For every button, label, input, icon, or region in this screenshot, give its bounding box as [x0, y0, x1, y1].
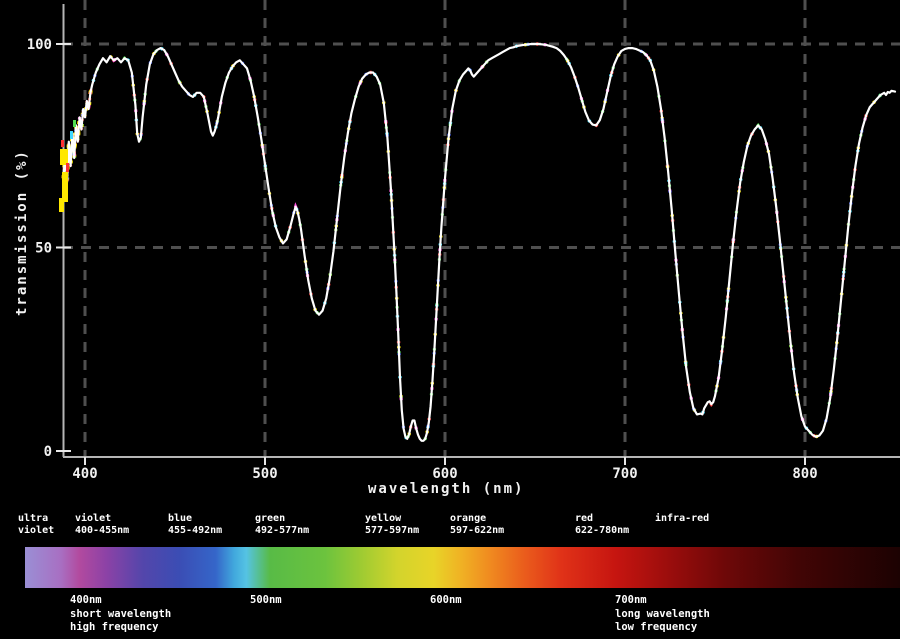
x-axis-title: wavelength (nm) — [368, 481, 525, 497]
curve-chromatic-noise — [61, 42, 896, 443]
wavelength-label-500nm: 500nm — [250, 594, 282, 606]
x-tick-label: 800 — [792, 466, 817, 482]
noise-blob — [59, 198, 64, 212]
curve-chromatic-noise — [61, 42, 896, 443]
wavelength-label-700nm: 700nm long wavelength low frequency — [615, 594, 710, 633]
noise-blob — [66, 163, 69, 172]
x-tick-label: 400 — [72, 466, 97, 482]
noise-blob — [70, 131, 73, 139]
band-label-blue: blue 455-492nm — [168, 513, 223, 536]
wavelength-label-400nm: 400nm short wavelength high frequency — [70, 594, 172, 633]
visible-spectrum-gradient-bar — [25, 547, 900, 588]
band-label-yellow: yellow 577-597nm — [365, 513, 420, 536]
noise-blob — [73, 120, 76, 127]
curve-chromatic-noise — [61, 42, 896, 443]
x-tick-label: 600 — [432, 466, 457, 482]
band-label-red: red 622-780nm — [575, 513, 630, 536]
noise-blob — [60, 149, 68, 165]
y-axis-title: transmission (%) — [14, 149, 30, 316]
curve-chromatic-noise — [61, 42, 896, 443]
band-label-green: green 492-577nm — [255, 513, 310, 536]
y-tick-label: 0 — [44, 444, 52, 460]
curve-chromatic-noise — [61, 42, 896, 443]
y-tick-label: 100 — [27, 37, 52, 53]
curve-chromatic-noise — [61, 42, 896, 443]
band-label-infra-red: infra-red — [655, 513, 710, 524]
band-label-ultra: ultra violet — [18, 513, 55, 536]
x-tick-label: 700 — [612, 466, 637, 482]
band-label-violet: violet 400-455nm — [75, 513, 130, 536]
band-label-orange: orange 597-622nm — [450, 513, 505, 536]
wavelength-label-600nm: 600nm — [430, 594, 462, 606]
noise-blob — [62, 172, 68, 202]
transmission-curve — [62, 42, 897, 442]
noise-blob — [61, 140, 64, 147]
y-tick-label: 50 — [35, 241, 52, 257]
x-tick-label: 500 — [252, 466, 277, 482]
transmission-chart: 400 500 600 700 800 0 50 100 — [27, 0, 900, 482]
